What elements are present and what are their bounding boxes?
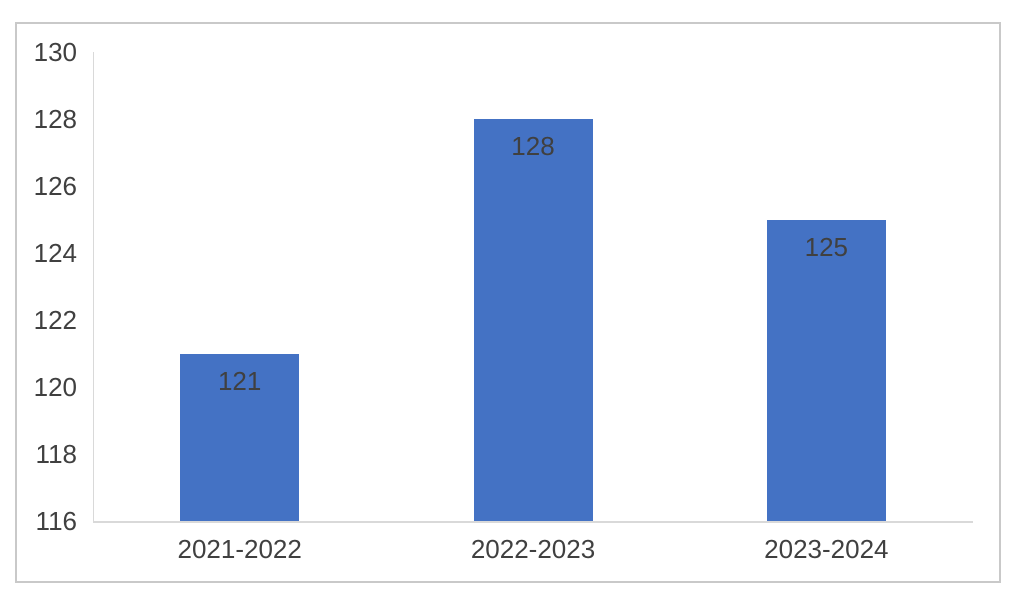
x-category-label: 2022-2023	[470, 534, 596, 564]
bar-value-label: 121	[217, 365, 262, 396]
y-tick-label: 124	[33, 238, 77, 268]
y-tick-label: 120	[33, 372, 77, 402]
y-tick-label: 118	[35, 439, 77, 469]
y-tick-label: 128	[33, 104, 77, 134]
y-tick-label: 116	[35, 506, 77, 536]
bar-2022-2023	[473, 119, 593, 521]
bar-2021-2022	[180, 353, 300, 521]
x-category-label: 2021-2022	[177, 534, 302, 564]
y-axis-line	[93, 52, 94, 521]
bar-2023-2024	[766, 219, 886, 521]
x-category-label: 2023-2024	[764, 534, 889, 564]
x-axis-line	[93, 521, 973, 523]
y-tick-label: 126	[33, 171, 77, 201]
bar-value-label: 125	[804, 231, 849, 262]
bar-value-label: 128	[511, 131, 555, 161]
y-tick-label: 130	[33, 37, 77, 67]
y-tick-label: 122	[33, 305, 77, 335]
